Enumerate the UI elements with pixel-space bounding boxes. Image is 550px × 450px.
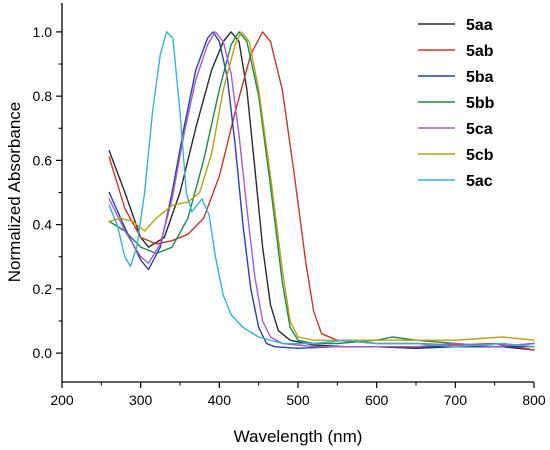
legend-label-5aa: 5aa <box>466 17 493 34</box>
series-line-5cb <box>108 31 535 341</box>
series-line-5ac <box>108 31 535 348</box>
legend-label-5ba: 5ba <box>466 69 494 86</box>
series-layer <box>108 31 535 351</box>
y-tick-label: 0.2 <box>33 281 53 297</box>
y-tick-label: 1.0 <box>33 24 53 40</box>
x-tick-label: 300 <box>129 392 153 408</box>
series-line-5bb <box>108 31 535 348</box>
y-tick-label: 0.6 <box>33 152 53 168</box>
x-tick-label: 800 <box>522 392 546 408</box>
ticks-layer: 200 300 400 500 600 700 800 0.0 0.2 0.4 0.6 0.8 1.0 <box>33 24 546 408</box>
y-tick-label: 0.0 <box>33 345 53 361</box>
x-tick-label: 700 <box>444 392 468 408</box>
legend-label-5ac: 5ac <box>466 173 493 190</box>
legend: 5aa 5ab 5ba 5bb 5ca 5cb 5ac <box>418 17 495 190</box>
x-axis-label: Wavelength (nm) <box>234 427 363 446</box>
legend-label-5ca: 5ca <box>466 121 493 138</box>
legend-label-5cb: 5cb <box>466 147 494 164</box>
axes-layer <box>61 3 534 383</box>
series-line-5ca <box>108 31 535 348</box>
x-tick-label: 600 <box>365 392 389 408</box>
y-axis-label: Normalized Absorbance <box>5 102 24 282</box>
legend-label-5ab: 5ab <box>466 43 494 60</box>
x-tick-label: 400 <box>208 392 232 408</box>
x-tick-label: 500 <box>286 392 310 408</box>
legend-label-5bb: 5bb <box>466 95 495 112</box>
x-tick-label: 200 <box>50 392 74 408</box>
y-tick-label: 0.4 <box>33 217 53 233</box>
y-tick-label: 0.8 <box>33 88 53 104</box>
